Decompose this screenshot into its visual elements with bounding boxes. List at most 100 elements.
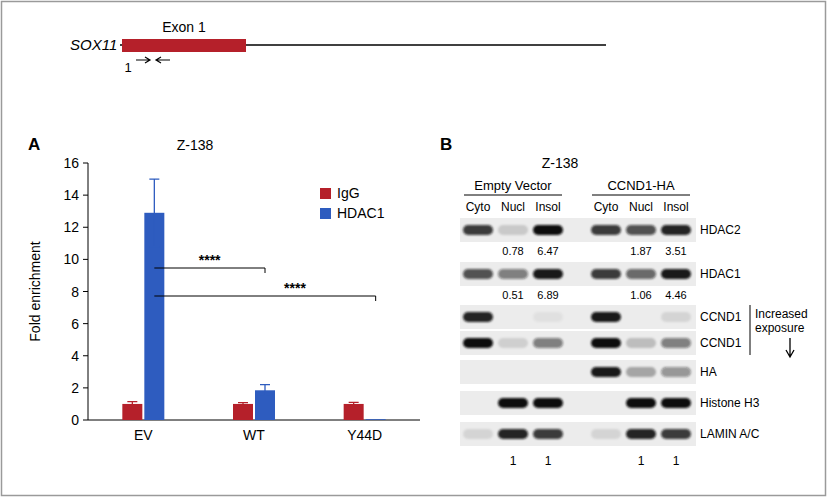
bar: [233, 404, 253, 420]
legend-swatch: [320, 188, 331, 199]
y-tick-label: 4: [71, 348, 79, 364]
primer-label: 1: [124, 60, 131, 75]
band: [533, 225, 563, 235]
band: [463, 398, 493, 408]
lane-label: Cyto: [594, 200, 619, 214]
primer-rev: [156, 57, 170, 63]
figure: SOX11Exon 11ABZ-138Fold enrichment024681…: [0, 0, 827, 497]
blot-strip: [460, 262, 696, 286]
band: [463, 429, 493, 439]
band: [498, 225, 528, 235]
y-tick: [83, 355, 88, 356]
band: [463, 312, 493, 322]
y-tick: [83, 163, 88, 164]
row-label: HA: [700, 365, 717, 379]
group-label: CCND1-HA: [607, 178, 675, 193]
band: [626, 429, 656, 439]
blot-strip: [460, 218, 696, 242]
quant-label: 0.78: [502, 245, 523, 257]
frame: [2, 2, 826, 496]
lane-label: Insol: [535, 200, 560, 214]
blot-strip: [460, 331, 696, 355]
blot-strip: [460, 391, 696, 415]
y-tick-label: 0: [71, 412, 79, 428]
band: [591, 225, 621, 235]
note-line: exposure: [755, 321, 805, 335]
band: [463, 225, 493, 235]
significance-bracket: [154, 296, 375, 301]
y-tick: [83, 195, 88, 196]
lane-label: Cyto: [466, 200, 491, 214]
band: [463, 338, 493, 348]
band: [463, 269, 493, 279]
significance-label: ****: [199, 252, 221, 268]
footer-label: 1: [638, 454, 645, 468]
footer-label: 1: [673, 454, 680, 468]
x-tick-label: WT: [243, 427, 265, 443]
row-label: HDAC2: [700, 223, 741, 237]
error-bar: [260, 385, 270, 396]
group-underline: [464, 195, 562, 196]
y-tick: [83, 259, 88, 260]
y-tick-label: 16: [63, 155, 79, 171]
band: [626, 269, 656, 279]
band: [463, 367, 493, 377]
band: [498, 269, 528, 279]
band: [661, 225, 691, 235]
error-bar: [149, 179, 159, 246]
footer-label: 1: [510, 454, 517, 468]
band: [661, 338, 691, 348]
band: [498, 338, 528, 348]
legend-swatch: [320, 208, 331, 219]
chart-title: Z-138: [177, 137, 214, 153]
y-tick-label: 6: [71, 316, 79, 332]
band: [661, 367, 691, 377]
quant-label: 4.46: [665, 289, 686, 301]
legend-label: IgG: [337, 185, 360, 201]
quant-label: 0.51: [502, 289, 523, 301]
band: [626, 312, 656, 322]
blot-strip: [460, 305, 696, 329]
band: [533, 398, 563, 408]
band: [626, 398, 656, 408]
y-tick-label: 8: [71, 284, 79, 300]
group-label: Empty Vector: [474, 178, 552, 193]
note-line: Increased: [755, 307, 808, 321]
error-bar: [349, 402, 359, 405]
y-tick-label: 14: [63, 187, 79, 203]
band: [591, 269, 621, 279]
band: [533, 269, 563, 279]
quant-label: 1.06: [630, 289, 651, 301]
band: [661, 429, 691, 439]
band: [533, 338, 563, 348]
lane-label: Nucl: [501, 200, 525, 214]
band: [626, 367, 656, 377]
lane-label: Insol: [663, 200, 688, 214]
band: [498, 367, 528, 377]
legend-label: HDAC1: [337, 205, 385, 221]
band: [626, 338, 656, 348]
band: [533, 367, 563, 377]
bars: [122, 179, 385, 420]
error-bar: [238, 403, 248, 406]
gene-name: SOX11: [70, 36, 117, 53]
row-label: CCND1: [700, 336, 742, 350]
y-tick: [83, 323, 88, 324]
row-label: CCND1: [700, 310, 742, 324]
exon-label: Exon 1: [162, 19, 206, 35]
y-tick: [83, 420, 88, 421]
y-tick: [83, 387, 88, 388]
quant-label: 1.87: [630, 245, 651, 257]
band: [533, 312, 563, 322]
error-bar: [127, 402, 137, 407]
band: [591, 338, 621, 348]
primer-fwd: [136, 57, 150, 63]
note-arrow: [786, 338, 794, 357]
band: [498, 429, 528, 439]
quant-label: 3.51: [665, 245, 686, 257]
blot-strip: [460, 422, 696, 446]
band: [591, 429, 621, 439]
band: [533, 429, 563, 439]
exon-box: [122, 39, 246, 52]
exposure-note: Increasedexposure: [755, 307, 808, 335]
